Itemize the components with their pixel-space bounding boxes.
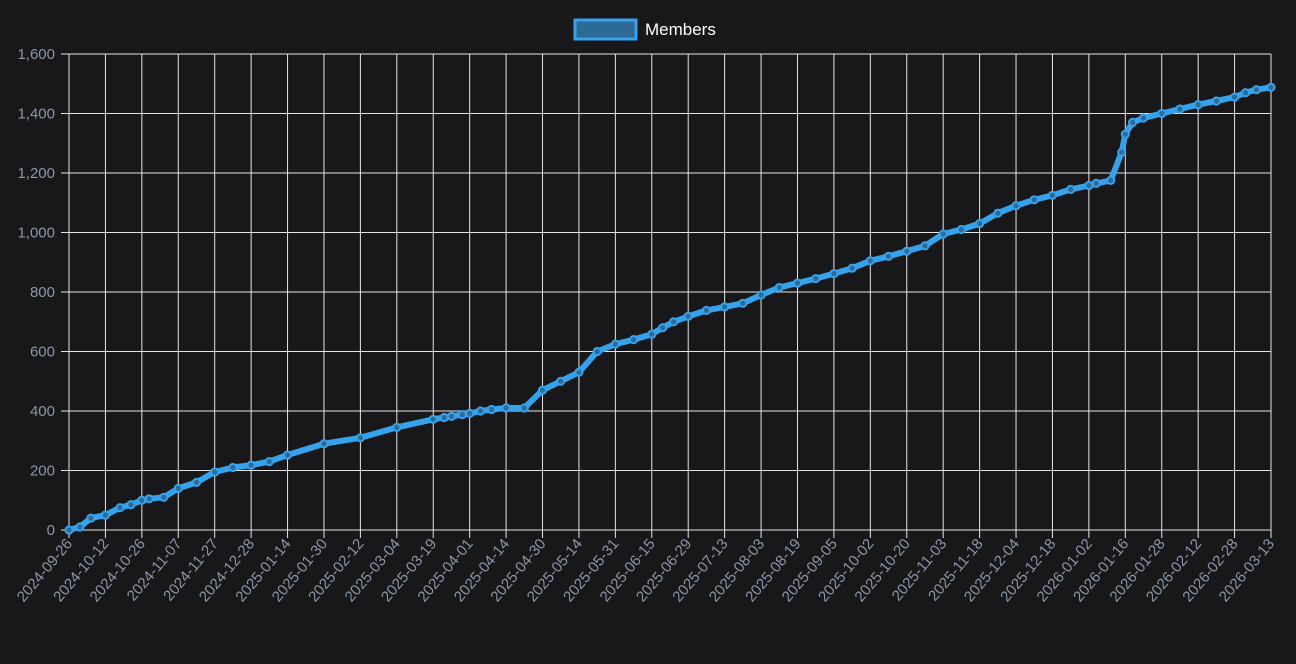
data-point[interactable] [100, 510, 111, 520]
y-tick-label: 1,200 [17, 165, 55, 182]
data-point[interactable] [1011, 201, 1021, 211]
data-point[interactable] [720, 302, 730, 312]
data-point[interactable] [173, 483, 183, 493]
x-axis-tick-labels: 2024-09-262024-10-122024-10-262024-11-07… [14, 536, 1278, 606]
data-point[interactable] [319, 439, 329, 449]
data-point[interactable] [210, 467, 220, 477]
data-point[interactable] [683, 311, 693, 321]
data-point[interactable] [975, 219, 985, 229]
data-point[interactable] [1084, 180, 1094, 191]
data-point[interactable] [829, 269, 839, 279]
data-point[interactable] [1193, 100, 1203, 110]
y-tick-label: 600 [30, 344, 55, 361]
y-tick-label: 1,000 [17, 225, 55, 242]
data-point[interactable] [1066, 184, 1076, 194]
data-point[interactable] [574, 367, 584, 377]
data-point[interactable] [774, 282, 784, 293]
data-point[interactable] [264, 457, 274, 467]
y-tick-label: 0 [47, 522, 55, 539]
data-point[interactable] [629, 335, 639, 345]
data-point[interactable] [902, 246, 912, 256]
data-point[interactable] [476, 406, 486, 416]
data-point[interactable] [1128, 117, 1138, 128]
data-point[interactable] [355, 433, 365, 443]
data-point[interactable] [446, 411, 457, 421]
data-point[interactable] [1047, 190, 1058, 200]
data-point[interactable] [501, 403, 511, 413]
legend-swatch-members[interactable] [573, 18, 638, 41]
data-point[interactable] [1029, 195, 1039, 205]
data-point[interactable] [1138, 113, 1149, 123]
data-point[interactable] [1211, 96, 1222, 106]
data-point[interactable] [792, 278, 803, 288]
data-point[interactable] [465, 408, 475, 418]
data-point[interactable] [191, 477, 202, 487]
y-tick-label: 1,600 [17, 46, 55, 63]
data-point[interactable] [439, 412, 449, 423]
data-point[interactable] [159, 492, 169, 502]
data-point[interactable] [956, 224, 967, 235]
data-point[interactable] [883, 251, 894, 261]
data-point[interactable] [738, 298, 748, 308]
data-point[interactable] [144, 494, 154, 504]
y-tick-label: 400 [30, 403, 55, 420]
y-tick-label: 800 [30, 284, 55, 301]
data-point[interactable] [537, 385, 548, 395]
data-point[interactable] [938, 229, 948, 239]
data-point[interactable] [246, 460, 256, 470]
data-point[interactable] [486, 404, 497, 415]
data-point[interactable] [556, 376, 566, 386]
data-point[interactable] [669, 317, 679, 327]
data-point[interactable] [592, 346, 602, 357]
data-point[interactable] [993, 208, 1003, 218]
data-point[interactable] [1175, 104, 1185, 114]
data-point[interactable] [1251, 85, 1262, 95]
data-point[interactable] [1091, 178, 1101, 188]
data-point[interactable] [75, 522, 85, 532]
data-point[interactable] [756, 290, 766, 300]
data-point[interactable] [457, 410, 467, 420]
data-point[interactable] [610, 339, 621, 349]
legend[interactable]: Members [573, 18, 716, 41]
data-point[interactable] [647, 329, 657, 339]
data-point[interactable] [658, 323, 668, 333]
data-point[interactable] [64, 525, 74, 535]
data-point[interactable] [126, 500, 136, 510]
y-axis-tick-labels: 0 200 400 600 800 1,000 1,200 1,400 1,600 [17, 46, 55, 539]
y-tick-label: 1,400 [17, 106, 55, 123]
series-members [64, 82, 1276, 535]
data-point[interactable] [1117, 147, 1127, 157]
legend-label-members[interactable]: Members [645, 20, 716, 39]
data-point[interactable] [1230, 92, 1240, 102]
data-point[interactable] [86, 513, 96, 523]
grid-lines [61, 53, 1272, 538]
data-point[interactable] [847, 263, 857, 273]
data-point[interactable] [811, 274, 821, 284]
data-point[interactable] [1266, 82, 1276, 92]
data-point[interactable] [1240, 88, 1251, 98]
data-point[interactable] [701, 305, 712, 315]
data-point[interactable] [137, 495, 147, 505]
data-point[interactable] [1120, 129, 1130, 139]
data-point[interactable] [920, 241, 930, 251]
y-tick-label: 200 [30, 463, 55, 480]
data-point[interactable] [115, 503, 125, 513]
data-point[interactable] [392, 422, 402, 432]
data-point[interactable] [1106, 175, 1116, 185]
data-point[interactable] [428, 414, 438, 424]
data-point[interactable] [228, 462, 238, 473]
data-point[interactable] [519, 403, 529, 413]
data-point[interactable] [1157, 108, 1167, 119]
data-point[interactable] [282, 450, 293, 460]
data-point[interactable] [865, 256, 875, 266]
